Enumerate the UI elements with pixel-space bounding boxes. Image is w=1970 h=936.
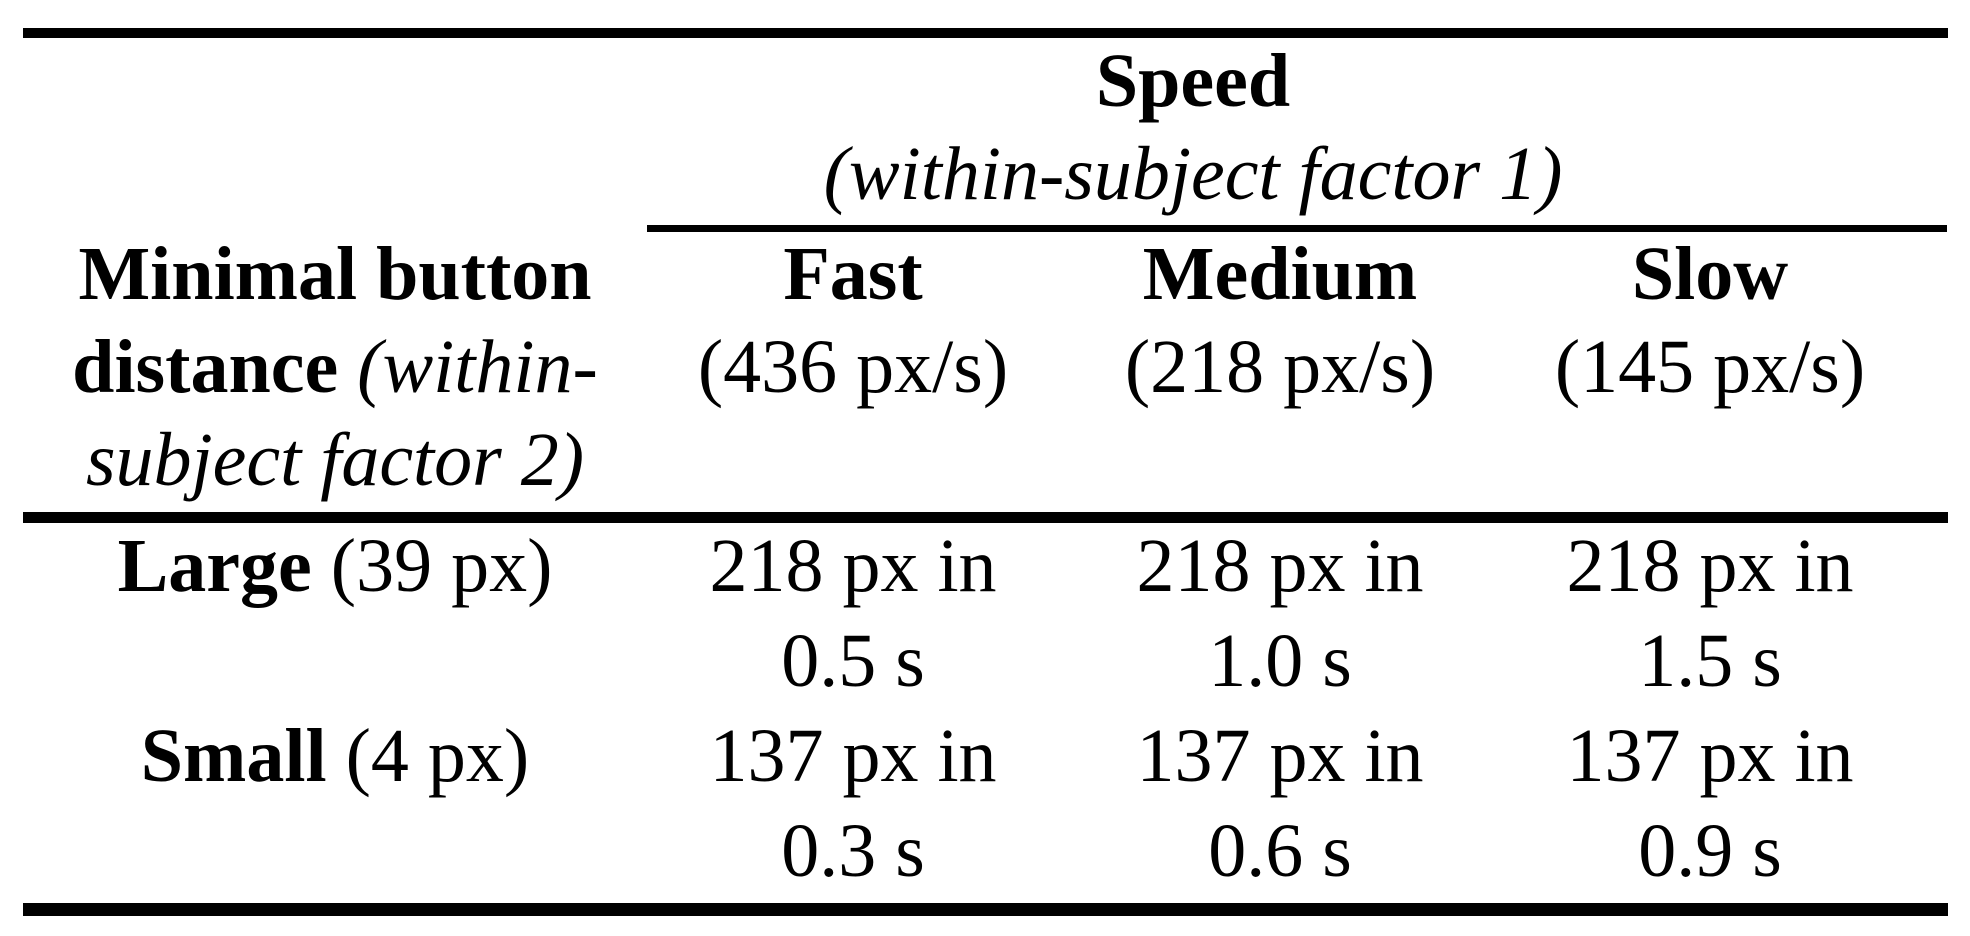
cell-small-fast-line2: 0.3 s [781, 809, 925, 893]
column-header-medium-label: Medium [1142, 232, 1418, 316]
table-bottom-rule [23, 903, 1948, 916]
speed-group-subtitle: (within-subject factor 1) [823, 132, 1563, 216]
cell-small-slow-line2: 0.9 s [1638, 809, 1782, 893]
row-label-large-rest: (39 px) [311, 524, 553, 608]
speed-group-title: Speed [1095, 39, 1291, 123]
cell-small-fast-line1: 137 px in [709, 714, 997, 798]
stub-header-bold-1: Minimal button [78, 232, 592, 316]
cell-large-medium-line1: 218 px in [1136, 524, 1424, 608]
speed-group-underline-rule [647, 225, 1947, 232]
stub-header: Minimal button distance (within- subject… [15, 228, 655, 507]
stub-header-line-2: distance (within- [15, 321, 655, 414]
stub-header-line-1: Minimal button [15, 228, 655, 321]
cell-large-medium: 218 px in 1.0 s [1065, 519, 1495, 709]
cell-large-fast: 218 px in 0.5 s [638, 519, 1068, 709]
cell-large-medium-line2: 1.0 s [1208, 619, 1352, 703]
cell-small-slow-line1: 137 px in [1566, 714, 1854, 798]
column-header-slow: Slow (145 px/s) [1495, 228, 1925, 414]
column-header-fast-sub: (436 px/s) [697, 325, 1009, 409]
column-header-slow-label: Slow [1631, 232, 1789, 316]
column-header-fast-label: Fast [783, 232, 923, 316]
row-label-small: Small (4 px) [15, 709, 655, 804]
cell-small-fast: 137 px in 0.3 s [638, 709, 1068, 899]
header-body-divider-rule [23, 512, 1948, 523]
column-header-medium-sub: (218 px/s) [1124, 325, 1436, 409]
table-top-rule [23, 28, 1948, 38]
row-label-small-bold: Small [140, 714, 327, 798]
stub-header-italic-3: subject factor 2) [85, 418, 585, 502]
cell-large-fast-line2: 0.5 s [781, 619, 925, 703]
cell-small-medium-line1: 137 px in [1136, 714, 1424, 798]
stub-header-bold-2: distance [72, 325, 339, 409]
column-header-medium: Medium (218 px/s) [1065, 228, 1495, 414]
cell-large-slow-line2: 1.5 s [1638, 619, 1782, 703]
cell-small-medium-line2: 0.6 s [1208, 809, 1352, 893]
row-label-small-rest: (4 px) [326, 714, 530, 798]
row-label-large: Large (39 px) [15, 519, 655, 614]
row-label-large-bold: Large [117, 524, 312, 608]
cell-large-slow: 218 px in 1.5 s [1495, 519, 1925, 709]
cell-large-slow-line1: 218 px in [1566, 524, 1854, 608]
cell-small-medium: 137 px in 0.6 s [1065, 709, 1495, 899]
stub-header-line-3: subject factor 2) [15, 414, 655, 507]
speed-group-header: Speed (within-subject factor 1) [793, 35, 1593, 221]
cell-small-slow: 137 px in 0.9 s [1495, 709, 1925, 899]
cell-large-fast-line1: 218 px in [709, 524, 997, 608]
stub-header-italic-2: (within- [338, 325, 598, 409]
column-header-fast: Fast (436 px/s) [638, 228, 1068, 414]
column-header-slow-sub: (145 px/s) [1554, 325, 1866, 409]
